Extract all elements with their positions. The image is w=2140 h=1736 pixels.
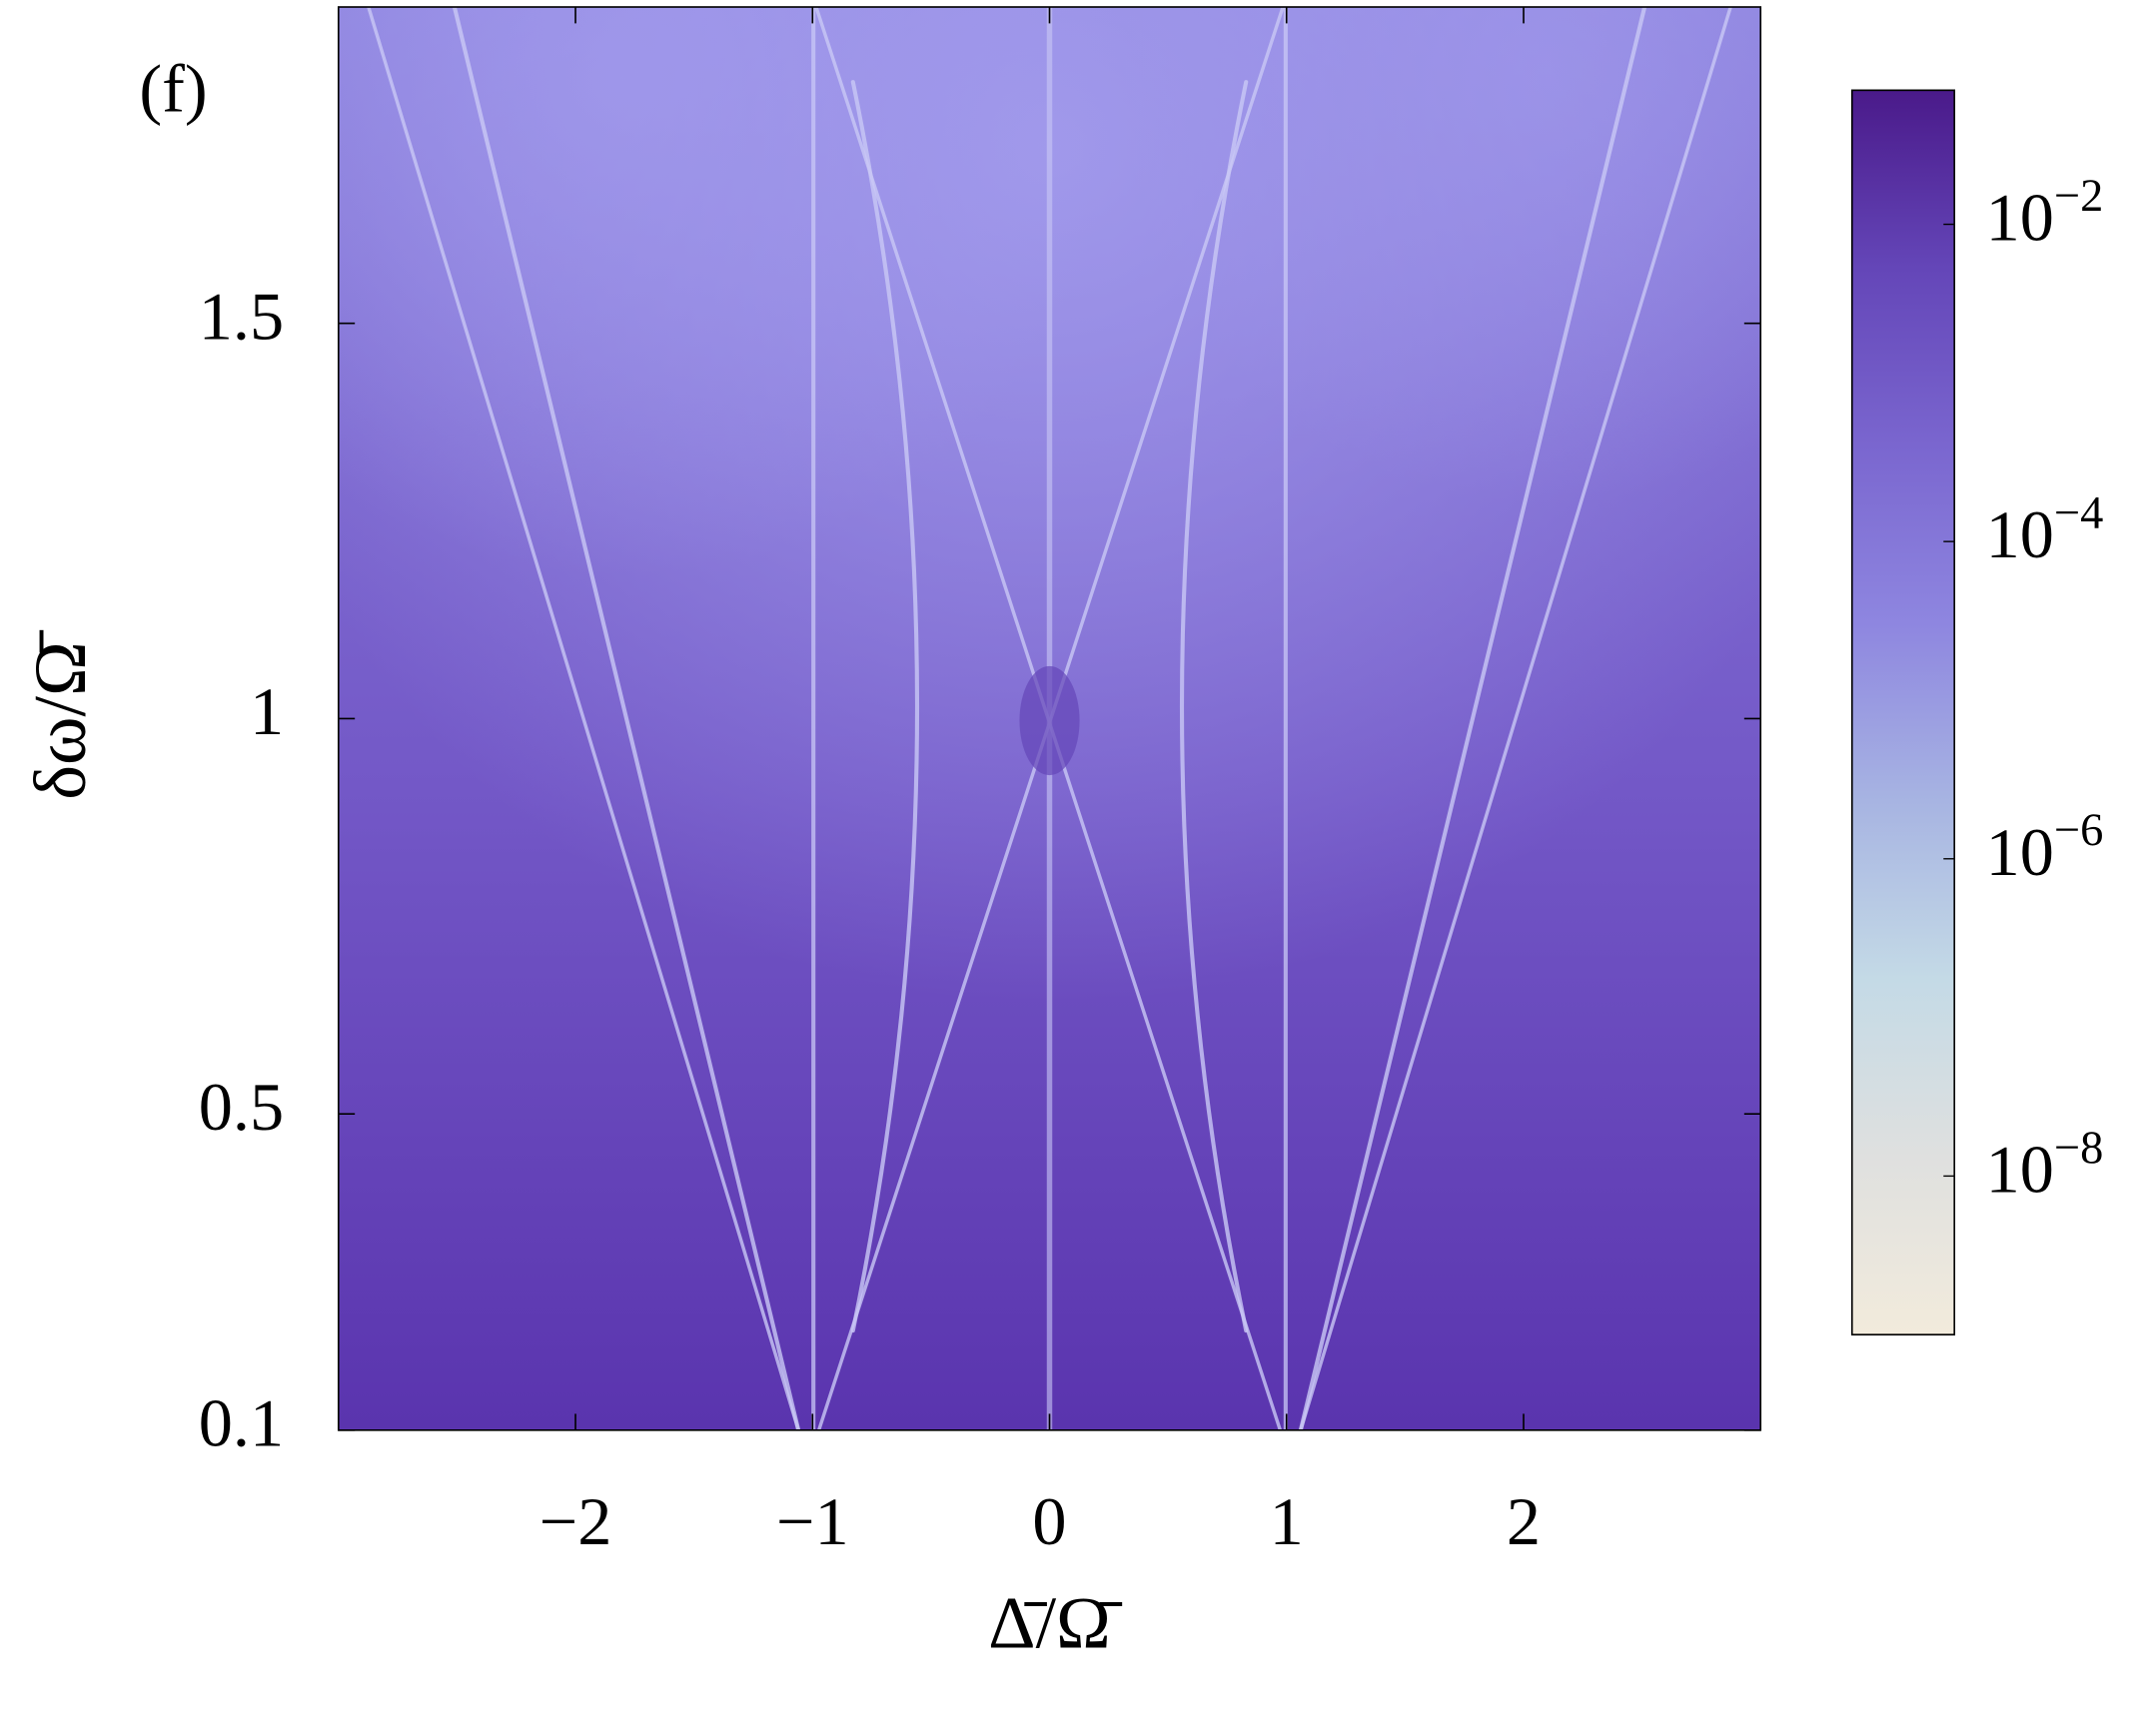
colorbar-tick-base: 10	[1986, 496, 2054, 572]
colorbar-tick-exponent: −2	[2054, 171, 2103, 222]
colorbar-tick-label: 10−8	[1986, 1122, 2104, 1207]
y-tick-label: 1.5	[199, 278, 284, 354]
colorbar-tick-exponent: −4	[2054, 487, 2103, 538]
colorbar-tick-base: 10	[1986, 1131, 2054, 1207]
colorbar-tick-base: 10	[1986, 813, 2054, 889]
colorbar	[1850, 89, 1956, 1336]
panel-label: (f)	[139, 50, 207, 126]
colorbar-tick-label: 10−2	[1986, 171, 2104, 256]
colorbar-tick-label: 10−6	[1986, 805, 2104, 890]
x-axis-label: Δ̄/Ω̄	[988, 1582, 1123, 1664]
y-tick-label: 0.5	[199, 1069, 284, 1145]
y-tick-label: 1	[250, 673, 284, 749]
x-tick-label: 0	[1032, 1483, 1066, 1559]
y-axis-label: δω/Ω̄	[19, 629, 101, 800]
colorbar-tick-label: 10−4	[1986, 487, 2104, 572]
x-tick-label: 2	[1507, 1483, 1541, 1559]
y-tick-label: 0.1	[199, 1384, 284, 1460]
colorbar-tick-exponent: −8	[2054, 1122, 2103, 1173]
x-tick-label: 1	[1270, 1483, 1304, 1559]
colorbar-tick-base: 10	[1986, 179, 2054, 255]
colorbar-tick-exponent: −6	[2054, 805, 2103, 856]
x-tick-label: −2	[539, 1483, 612, 1559]
x-tick-label: −1	[776, 1483, 849, 1559]
heatmap	[338, 7, 1761, 1430]
